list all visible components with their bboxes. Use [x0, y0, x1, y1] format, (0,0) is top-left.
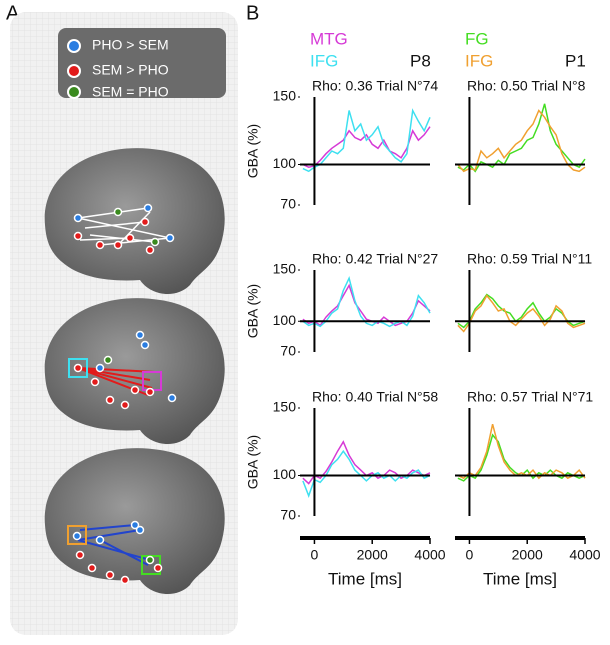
- legend-label: FG: [465, 29, 489, 48]
- connections: [77, 207, 171, 246]
- chart-title: Rho: 0.40 Trial N°58: [312, 389, 438, 405]
- legend: PHO > SEM SEM > PHO SEM = PHO: [67, 37, 169, 100]
- y-tick-label: 150: [273, 88, 297, 104]
- legend-label: SEM = PHO: [92, 84, 169, 100]
- y-axis-label: GBA (%): [245, 124, 261, 178]
- x-axis-label: Time [ms]: [483, 569, 557, 588]
- trace: [302, 275, 431, 328]
- electrodes: [73, 330, 177, 410]
- y-tick-label: 150: [273, 261, 297, 277]
- brain: [44, 148, 225, 295]
- x-tick-label: 4000: [414, 547, 445, 563]
- legend-dot: [67, 64, 81, 78]
- electrodes: [73, 203, 175, 255]
- trace: [302, 440, 431, 485]
- legend-box: [58, 28, 226, 98]
- trace: [457, 293, 586, 329]
- y-tick-label: 70: [280, 343, 296, 359]
- y-tick-label: 100: [273, 312, 297, 328]
- legend-label: IFG: [310, 51, 338, 70]
- participant-label: P8: [410, 51, 431, 70]
- y-axis-label: GBA (%): [245, 435, 261, 489]
- legend-label: SEM > PHO: [92, 62, 169, 78]
- participant-label: P1: [565, 51, 586, 70]
- y-axis-label: GBA (%): [245, 284, 261, 338]
- legend-dot: [67, 39, 81, 53]
- legend-label: MTG: [310, 29, 348, 48]
- trace: [302, 126, 431, 168]
- brain-3: [44, 448, 225, 595]
- legend-dot: [67, 85, 81, 99]
- x-tick-label: 2000: [512, 547, 543, 563]
- legend-label: IFG: [465, 51, 493, 70]
- x-tick-label: 2000: [357, 547, 388, 563]
- chart-title: Rho: 0.50 Trial N°8: [467, 78, 586, 94]
- y-tick-label: 100: [273, 466, 297, 482]
- roi-box: [68, 358, 88, 378]
- chart-title: Rho: 0.36 Trial N°74: [312, 78, 438, 94]
- trace: [457, 424, 586, 480]
- y-tick-label: 100: [273, 155, 297, 171]
- x-axis-label: Time [ms]: [328, 569, 402, 588]
- legend-label: PHO > SEM: [92, 37, 169, 53]
- brain-2: [44, 298, 225, 445]
- trace: [457, 294, 586, 333]
- chart-title: Rho: 0.42 Trial N°27: [312, 251, 438, 267]
- roi-box: [67, 525, 87, 545]
- x-tick-label: 0: [466, 547, 474, 563]
- electrodes: [72, 520, 163, 585]
- connections: [77, 524, 151, 566]
- x-tick-label: 0: [311, 547, 319, 563]
- x-tick-label: 4000: [569, 547, 600, 563]
- trace: [302, 108, 431, 173]
- brain-1: [44, 148, 225, 295]
- chart-title: Rho: 0.59 Trial N°11: [467, 251, 592, 267]
- chart-title: Rho: 0.57 Trial N°71: [467, 389, 593, 405]
- y-tick-label: 70: [280, 196, 296, 212]
- y-tick-label: 70: [280, 507, 296, 523]
- trace: [302, 449, 431, 498]
- y-tick-label: 150: [273, 399, 297, 415]
- trace: [302, 283, 431, 327]
- panel-label: B: [246, 2, 259, 24]
- trace: [457, 109, 586, 173]
